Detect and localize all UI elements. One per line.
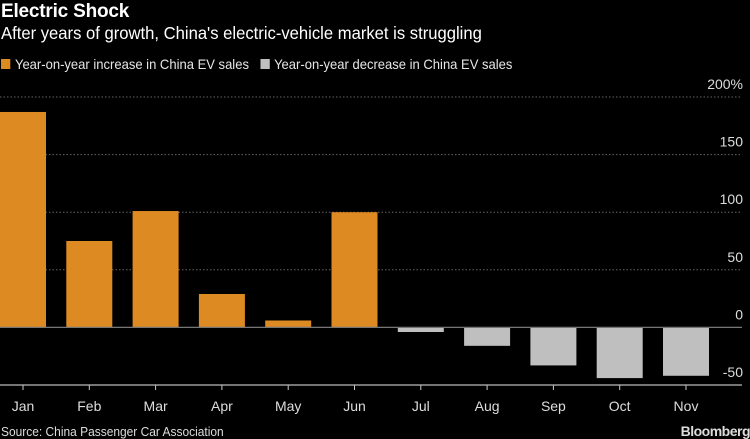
- source-note: Source: China Passenger Car Association: [1, 424, 224, 439]
- y-tick-label: 0: [735, 306, 743, 322]
- x-tick-label: Oct: [609, 398, 631, 414]
- bar-feb: [66, 241, 113, 328]
- legend: Year-on-year increase in China EV sales …: [1, 56, 512, 72]
- y-tick-label: -50: [723, 364, 743, 380]
- bar-mar: [132, 211, 179, 328]
- bar-oct: [596, 327, 643, 379]
- y-tick-label: 50: [727, 249, 743, 265]
- x-tick-label: Feb: [77, 398, 101, 414]
- bloomberg-logo: Bloomberg: [680, 423, 750, 439]
- bar-sep: [530, 327, 577, 366]
- bar-jul: [397, 327, 444, 333]
- legend-item-increase: Year-on-year increase in China EV sales: [1, 56, 249, 72]
- bar-nov: [663, 327, 709, 376]
- bar-aug: [464, 327, 511, 346]
- legend-swatch-decrease: [260, 59, 270, 69]
- x-tick-label: Apr: [211, 398, 233, 414]
- y-tick-label: 200%: [707, 76, 743, 92]
- x-tick-label: Sep: [541, 398, 566, 414]
- bar-apr: [198, 293, 245, 328]
- legend-label-decrease: Year-on-year decrease in China EV sales: [274, 56, 513, 72]
- x-tick-label: Jun: [343, 398, 366, 414]
- legend-label-increase: Year-on-year increase in China EV sales: [14, 56, 249, 72]
- x-tick-label: Jul: [412, 398, 430, 414]
- bar-may: [265, 320, 312, 328]
- legend-item-decrease: Year-on-year decrease in China EV sales: [260, 56, 512, 72]
- legend-swatch-increase: [1, 59, 11, 69]
- x-tick-label: May: [275, 398, 301, 414]
- x-tick-label: Mar: [144, 398, 168, 414]
- y-tick-label: 150: [720, 134, 744, 150]
- bar-jan: [0, 111, 46, 328]
- x-tick-label: Jan: [12, 398, 35, 414]
- chart-title: Electric Shock: [1, 1, 130, 22]
- x-tick-label: Nov: [674, 398, 699, 414]
- chart-subtitle: After years of growth, China's electric-…: [1, 23, 482, 43]
- bar-jun: [331, 212, 378, 328]
- x-tick-label: Aug: [475, 398, 500, 414]
- y-tick-label: 100: [720, 191, 744, 207]
